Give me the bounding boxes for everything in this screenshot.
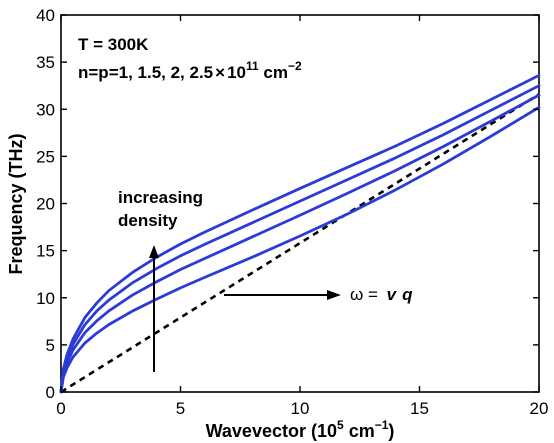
x-tick-label: 0 (56, 399, 65, 418)
y-tick-label: 35 (36, 53, 55, 72)
omega-q: q (402, 285, 413, 304)
y-tick-label: 40 (36, 6, 55, 25)
y-tick-label: 10 (36, 289, 55, 308)
x-axis-label-unit-sup: −1 (375, 418, 389, 432)
increasing-arrow-head (149, 245, 159, 258)
y-tick-label: 30 (36, 100, 55, 119)
annotation-densities: n=p=1, 1.5, 2, 2.5 × 1011 cm−2 (78, 59, 302, 82)
omega-lhs: ω = (350, 285, 383, 304)
densities-times: × (215, 63, 225, 82)
x-tick-label: 5 (176, 399, 185, 418)
y-tick-label: 5 (46, 336, 55, 355)
densities-exp: 11 (246, 59, 259, 73)
annotation-increasing: increasing (118, 188, 203, 207)
x-tick-label: 15 (410, 399, 429, 418)
y-tick-label: 25 (36, 147, 55, 166)
series-line-1 (59, 105, 541, 394)
densities-prefix: n=p=1, 1.5, 2, 2.5 (78, 63, 213, 82)
series-line-3 (59, 84, 541, 394)
reference-line-vq (60, 93, 540, 394)
x-axis-label-unit: cm (344, 421, 375, 441)
omega-v: v (387, 285, 398, 304)
y-tick-label: 15 (36, 242, 55, 261)
densities-unit-exp: −2 (288, 59, 302, 73)
series-line-2 (59, 93, 541, 394)
densities-unit: cm (259, 63, 288, 82)
x-axis-label: Wavevector (105 cm−1) (206, 418, 395, 441)
x-axis-label-text: Wavevector (10 (206, 421, 337, 441)
x-tick-label: 20 (530, 399, 549, 418)
y-axis-label: Frequency (THz) (6, 133, 26, 274)
y-tick-label: 0 (46, 383, 55, 402)
x-axis-label-close: ) (388, 421, 394, 441)
y-tick-label: 20 (36, 195, 55, 214)
x-tick-label: 10 (291, 399, 310, 418)
ticks-layer: 0 5 10 15 20 0 5 10 15 20 25 30 35 40 (36, 6, 548, 418)
annotation-temperature: T = 300K (78, 35, 149, 54)
omega-arrow-head (327, 290, 341, 300)
x-axis-label-sup: 5 (337, 418, 344, 432)
densities-base: 10 (227, 63, 246, 82)
series-line-4 (59, 73, 541, 394)
series-layer (59, 73, 541, 394)
annotation-density: density (118, 211, 178, 230)
